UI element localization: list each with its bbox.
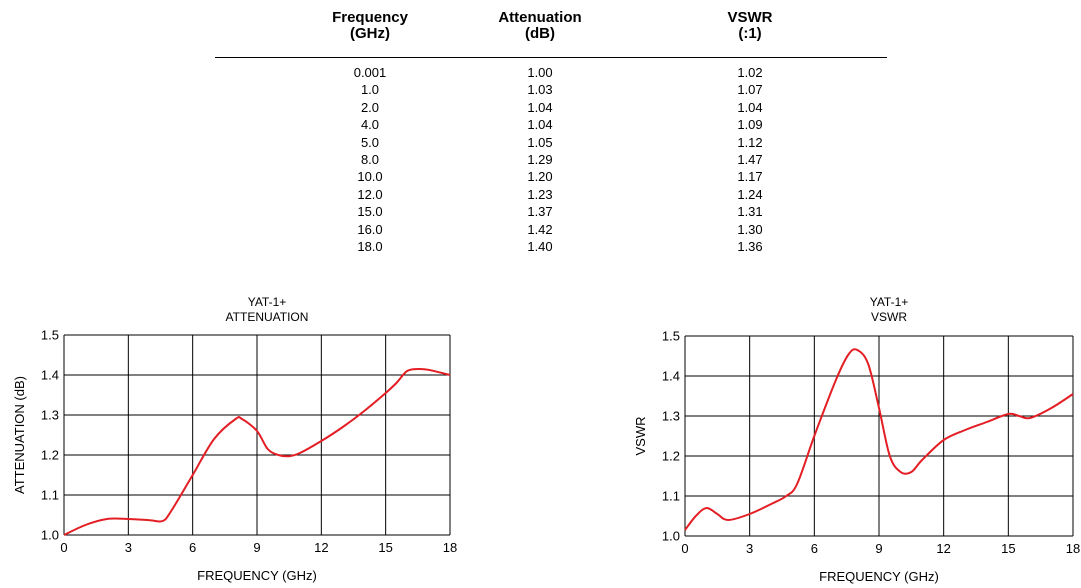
attenuation-cell: 1.05 (527, 134, 553, 150)
attenuation-chart: YAT-1+ATTENUATION 0 3 6 9 12 15 18 1.0 1.1 1.2 1.3 1… (12, 295, 457, 583)
table-row: 15.0 1.37 1.31 (215, 203, 887, 220)
attenuation-cell: 1.40 (527, 238, 553, 254)
x-tick-label: 15 (378, 540, 392, 555)
table-body: 0.001 1.00 1.02 1.0 1.03 1.07 2.0 1.04 1.04 4.0 1.… (215, 64, 887, 255)
x-tick-label: 3 (746, 541, 753, 556)
header-frequency-line2: (GHz) (350, 25, 390, 42)
vswr-cell: 1.36 (737, 238, 763, 254)
frequency-cell: 12.0 (357, 186, 383, 202)
series-line (63, 367, 451, 536)
y-tick-label: 1.2 (662, 449, 680, 464)
vswr-cell: 1.24 (737, 186, 763, 202)
y-tick-label: 1.3 (41, 408, 59, 423)
chart-title-line: YAT-1+ (248, 295, 287, 309)
header-attenuation-line1: Attenuation (498, 9, 582, 26)
table-row: 1.0 1.03 1.07 (215, 81, 887, 98)
header-attenuation: Attenuation (dB) (475, 10, 605, 42)
frequency-cell: 10.0 (357, 169, 383, 185)
attenuation-cell: 1.00 (527, 65, 553, 80)
x-tick-label: 9 (253, 540, 260, 555)
y-tick-label: 1.1 (41, 488, 59, 503)
x-tick-label: 12 (314, 540, 328, 555)
x-tick-label: 18 (1066, 541, 1080, 556)
frequency-cell: 8.0 (360, 151, 380, 167)
x-axis-label: FREQUENCY (GHz) (197, 568, 317, 583)
attenuation-cell: 1.04 (527, 99, 553, 115)
y-axis-label: VSWR (633, 417, 648, 456)
header-frequency: Frequency (GHz) (310, 10, 430, 42)
y-tick-label: 1.0 (662, 529, 680, 544)
chart-title-line: VSWR (871, 310, 907, 324)
y-tick-label: 1.3 (662, 409, 680, 424)
chart-title-line: YAT-1+ (870, 295, 909, 309)
frequency-cell: 16.0 (357, 221, 383, 237)
table-row: 16.0 1.42 1.30 (215, 221, 887, 238)
attenuation-cell: 1.23 (527, 186, 553, 202)
table-row: 12.0 1.23 1.24 (215, 186, 887, 203)
y-tick-label: 1.1 (662, 489, 680, 504)
vswr-cell: 1.09 (737, 117, 763, 133)
vswr-cell: 1.30 (737, 221, 763, 237)
x-tick-label: 3 (125, 540, 132, 555)
vswr-cell: 1.17 (737, 169, 763, 185)
header-frequency-line1: Frequency (332, 9, 408, 26)
table-row: 18.0 1.40 1.36 (215, 238, 887, 255)
attenuation-cell: 1.04 (527, 117, 553, 133)
frequency-cell: 2.0 (360, 99, 380, 115)
header-vswr-line2: (:1) (738, 25, 762, 42)
header-attenuation-line2: (dB) (525, 25, 555, 42)
y-tick-label: 1.5 (662, 329, 680, 344)
frequency-cell: 1.0 (360, 82, 380, 98)
x-tick-label: 0 (681, 541, 688, 556)
header-vswr-line1: VSWR (727, 9, 773, 26)
frequency-cell: 5.0 (360, 134, 380, 150)
x-tick-label: 0 (60, 540, 67, 555)
frequency-cell: 0.001 (353, 65, 387, 80)
vswr-cell: 1.04 (737, 99, 763, 115)
table-row: 5.0 1.05 1.12 (215, 134, 887, 151)
y-tick-label: 1.2 (41, 448, 59, 463)
chart-title-line: ATTENUATION (226, 310, 309, 324)
x-tick-label: 12 (936, 541, 950, 556)
vswr-cell: 1.31 (737, 204, 763, 220)
vswr-cell: 1.07 (737, 82, 763, 98)
y-tick-label: 1.4 (41, 368, 59, 383)
vswr-cell: 1.47 (737, 151, 763, 167)
header-divider (215, 57, 887, 58)
y-tick-label: 1.0 (41, 528, 59, 543)
attenuation-cell: 1.03 (527, 82, 553, 98)
table-row: 2.0 1.04 1.04 (215, 99, 887, 116)
attenuation-cell: 1.29 (527, 151, 553, 167)
attenuation-cell: 1.37 (527, 204, 553, 220)
vswr-cell: 1.02 (737, 65, 763, 80)
x-axis-label: FREQUENCY (GHz) (819, 569, 939, 584)
table-row: 8.0 1.29 1.47 (215, 151, 887, 168)
x-tick-label: 9 (875, 541, 882, 556)
series-line (684, 348, 1074, 531)
frequency-cell: 4.0 (360, 117, 380, 133)
table-row: 4.0 1.04 1.09 (215, 116, 887, 133)
x-tick-label: 6 (189, 540, 196, 555)
attenuation-cell: 1.42 (527, 221, 553, 237)
attenuation-cell: 1.20 (527, 169, 553, 185)
x-tick-label: 15 (1001, 541, 1015, 556)
frequency-cell: 18.0 (357, 238, 383, 254)
y-tick-label: 1.4 (662, 369, 680, 384)
y-axis-label: ATTENUATION (dB) (12, 376, 27, 494)
x-tick-label: 6 (811, 541, 818, 556)
y-tick-label: 1.5 (41, 328, 59, 343)
x-tick-label: 18 (443, 540, 457, 555)
table-row: 0.001 1.00 1.02 (215, 64, 887, 81)
table-row: 10.0 1.20 1.17 (215, 168, 887, 185)
frequency-cell: 15.0 (357, 204, 383, 220)
header-vswr: VSWR (:1) (695, 10, 805, 42)
vswr-cell: 1.12 (737, 134, 763, 150)
